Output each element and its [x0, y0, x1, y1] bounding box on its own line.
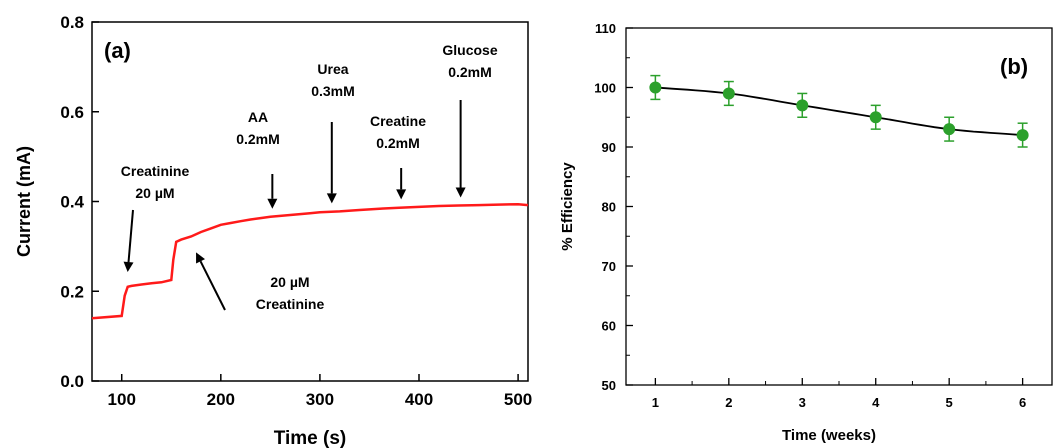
chart-b-data-point [943, 123, 956, 136]
chart-a-annotation-arrowhead [196, 252, 206, 264]
chart-b-x-tick-label: 6 [1019, 395, 1026, 410]
chart-a-y-tick-label: 0.8 [60, 13, 84, 32]
chart-a-annotation-arrowhead [326, 193, 337, 204]
chart-b-series-line [655, 86, 1023, 136]
chart-a-annotation-label: AA [248, 109, 268, 125]
chart-a-ticks: 100 200 300 400 500 0.0 0.2 0.4 0.6 0.8 [60, 13, 532, 409]
chart-a-x-tick-label: 400 [405, 390, 433, 409]
chart-b-x-tick-label: 1 [652, 395, 659, 410]
chart-a: 100 200 300 400 500 0.0 0.2 0.4 0.6 0.8 Creatinin… [14, 13, 532, 448]
chart-a-annotation-label: 0.3mM [311, 83, 355, 99]
chart-a-series-line [91, 202, 529, 320]
chart-b-x-tick-label: 2 [725, 395, 732, 410]
chart-a-panel-label: (a) [104, 38, 131, 63]
chart-b-y-tick-label: 80 [602, 200, 616, 215]
chart-a-annotation-label: Glucose [442, 42, 497, 58]
chart-a-y-tick-label: 0.6 [60, 103, 84, 122]
chart-b-y-tick-label: 70 [602, 259, 616, 274]
chart-a-annotation-arrow [199, 260, 226, 311]
chart-a-x-tick-label: 300 [306, 390, 334, 409]
chart-b-y-tick-label: 110 [595, 21, 616, 36]
chart-a-annotation-label: 20 µM [135, 185, 174, 201]
chart-a-annotation-label: 0.2mM [236, 131, 280, 147]
chart-a-x-axis-label: Time (s) [274, 428, 347, 448]
chart-a-annotation-label: Creatinine [121, 163, 190, 179]
chart-b-x-tick-label: 4 [872, 395, 880, 410]
chart-a-annotation-label: 0.2mM [376, 135, 420, 151]
chart-a-annotations: Creatinine 20 µM 20 µM Creatinine AA 0.2mM Ure… [121, 42, 498, 312]
chart-b-data-point [649, 81, 662, 94]
chart-b-y-tick-label: 90 [602, 140, 616, 155]
chart-b-panel-label: (b) [1000, 54, 1028, 79]
chart-a-y-tick-label: 0.0 [60, 372, 84, 391]
chart-a-x-tick-label: 500 [504, 390, 532, 409]
chart-b-y-axis-label: % Efficiency [559, 162, 576, 251]
chart-a-annotation-arrowhead [455, 187, 466, 198]
chart-b-data-point [796, 99, 809, 112]
chart-a-y-tick-label: 0.4 [60, 193, 84, 212]
chart-a-annotation-label: Creatine [370, 113, 426, 129]
chart-a-annotation-arrowhead [267, 198, 278, 209]
chart-a-annotation-arrowhead [396, 189, 407, 200]
chart-b-ticks: 1 2 3 4 5 6 50 60 70 80 90 100 110 [594, 21, 1026, 410]
chart-a-annotation-label: 20 µM [270, 274, 309, 290]
chart-b-data-point [869, 111, 882, 124]
chart-a-annotation-label: Urea [317, 61, 348, 77]
chart-b-x-tick-label: 3 [799, 395, 806, 410]
chart-b-data-point [722, 87, 735, 100]
chart-a-x-tick-label: 200 [207, 390, 235, 409]
chart-b-y-tick-label: 100 [594, 81, 616, 96]
chart-a-annotation-arrow [127, 209, 134, 263]
chart-b-plot-frame [625, 27, 1053, 386]
chart-a-y-tick-label: 0.2 [60, 282, 84, 301]
chart-a-y-axis-label: Current (mA) [14, 146, 34, 257]
chart-a-annotation-label: 0.2mM [448, 64, 492, 80]
chart-a-x-tick-label: 100 [108, 390, 136, 409]
chart-b-points [649, 74, 1029, 148]
chart-b-y-tick-label: 50 [602, 378, 616, 393]
chart-a-annotation-label: Creatinine [256, 296, 325, 312]
chart-a-annotation-arrowhead [123, 261, 134, 273]
chart-b-data-point [1016, 129, 1029, 142]
chart-b-y-tick-label: 60 [602, 319, 616, 334]
chart-b-x-tick-label: 5 [946, 395, 953, 410]
chart-b-x-axis-label: Time (weeks) [782, 427, 876, 444]
